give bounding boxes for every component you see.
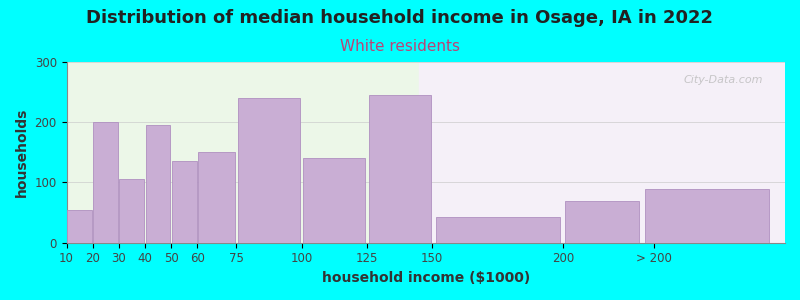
Y-axis label: households: households xyxy=(15,108,29,197)
Bar xyxy=(146,125,170,243)
Bar xyxy=(67,210,92,243)
Bar xyxy=(435,218,560,243)
Bar xyxy=(419,62,785,243)
Text: City-Data.com: City-Data.com xyxy=(684,75,763,85)
X-axis label: household income ($1000): household income ($1000) xyxy=(322,271,530,285)
Bar xyxy=(172,161,197,243)
Bar xyxy=(119,179,144,243)
Text: White residents: White residents xyxy=(340,39,460,54)
Bar xyxy=(303,158,366,243)
Bar xyxy=(94,122,118,243)
Bar xyxy=(198,152,235,243)
Bar xyxy=(369,95,430,243)
Bar xyxy=(645,188,769,243)
Text: Distribution of median household income in Osage, IA in 2022: Distribution of median household income … xyxy=(86,9,714,27)
Bar xyxy=(565,201,639,243)
Bar xyxy=(238,98,300,243)
Bar xyxy=(66,62,419,243)
